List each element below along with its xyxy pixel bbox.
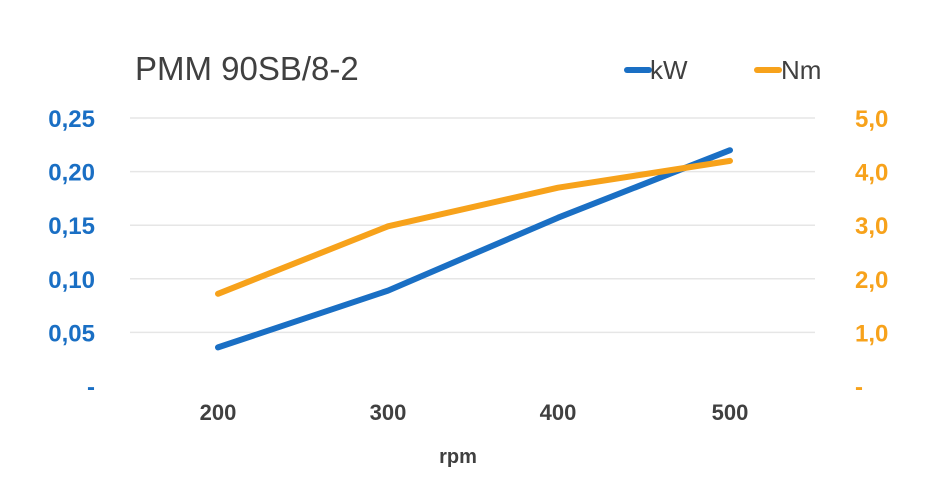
right-tick-label: -: [855, 374, 863, 401]
x-axis-ticks: 200 300 400 500: [200, 400, 749, 425]
gridlines: [130, 117, 815, 334]
left-axis-ticks: - 0,05 0,10 0,15 0,20 0,25: [48, 106, 95, 401]
legend-label-nm: Nm: [781, 55, 821, 85]
right-tick-label: 2,0: [855, 267, 888, 294]
x-tick-label: 200: [200, 400, 237, 425]
x-tick-label: 500: [712, 400, 749, 425]
right-tick-label: 1,0: [855, 320, 888, 347]
legend: kW Nm: [624, 55, 821, 85]
left-tick-label: 0,25: [48, 106, 95, 133]
chart-title: PMM 90SB/8-2: [135, 50, 359, 87]
x-tick-label: 300: [370, 400, 407, 425]
left-tick-label: 0,15: [48, 213, 95, 240]
right-tick-label: 5,0: [855, 106, 888, 133]
series-line-nm: [215, 157, 733, 297]
right-tick-label: 3,0: [855, 213, 888, 240]
legend-label-kw: kW: [650, 55, 688, 85]
right-tick-label: 4,0: [855, 160, 888, 187]
left-tick-label: 0,05: [48, 320, 95, 347]
x-axis-title: rpm: [439, 446, 477, 468]
series-layer: [215, 147, 733, 351]
series-line-kw: [215, 147, 733, 351]
left-tick-label: 0,10: [48, 267, 95, 294]
left-tick-label: -: [87, 374, 95, 401]
right-axis-ticks: - 1,0 2,0 3,0 4,0 5,0: [855, 106, 888, 401]
x-tick-label: 400: [540, 400, 577, 425]
left-tick-label: 0,20: [48, 160, 95, 187]
